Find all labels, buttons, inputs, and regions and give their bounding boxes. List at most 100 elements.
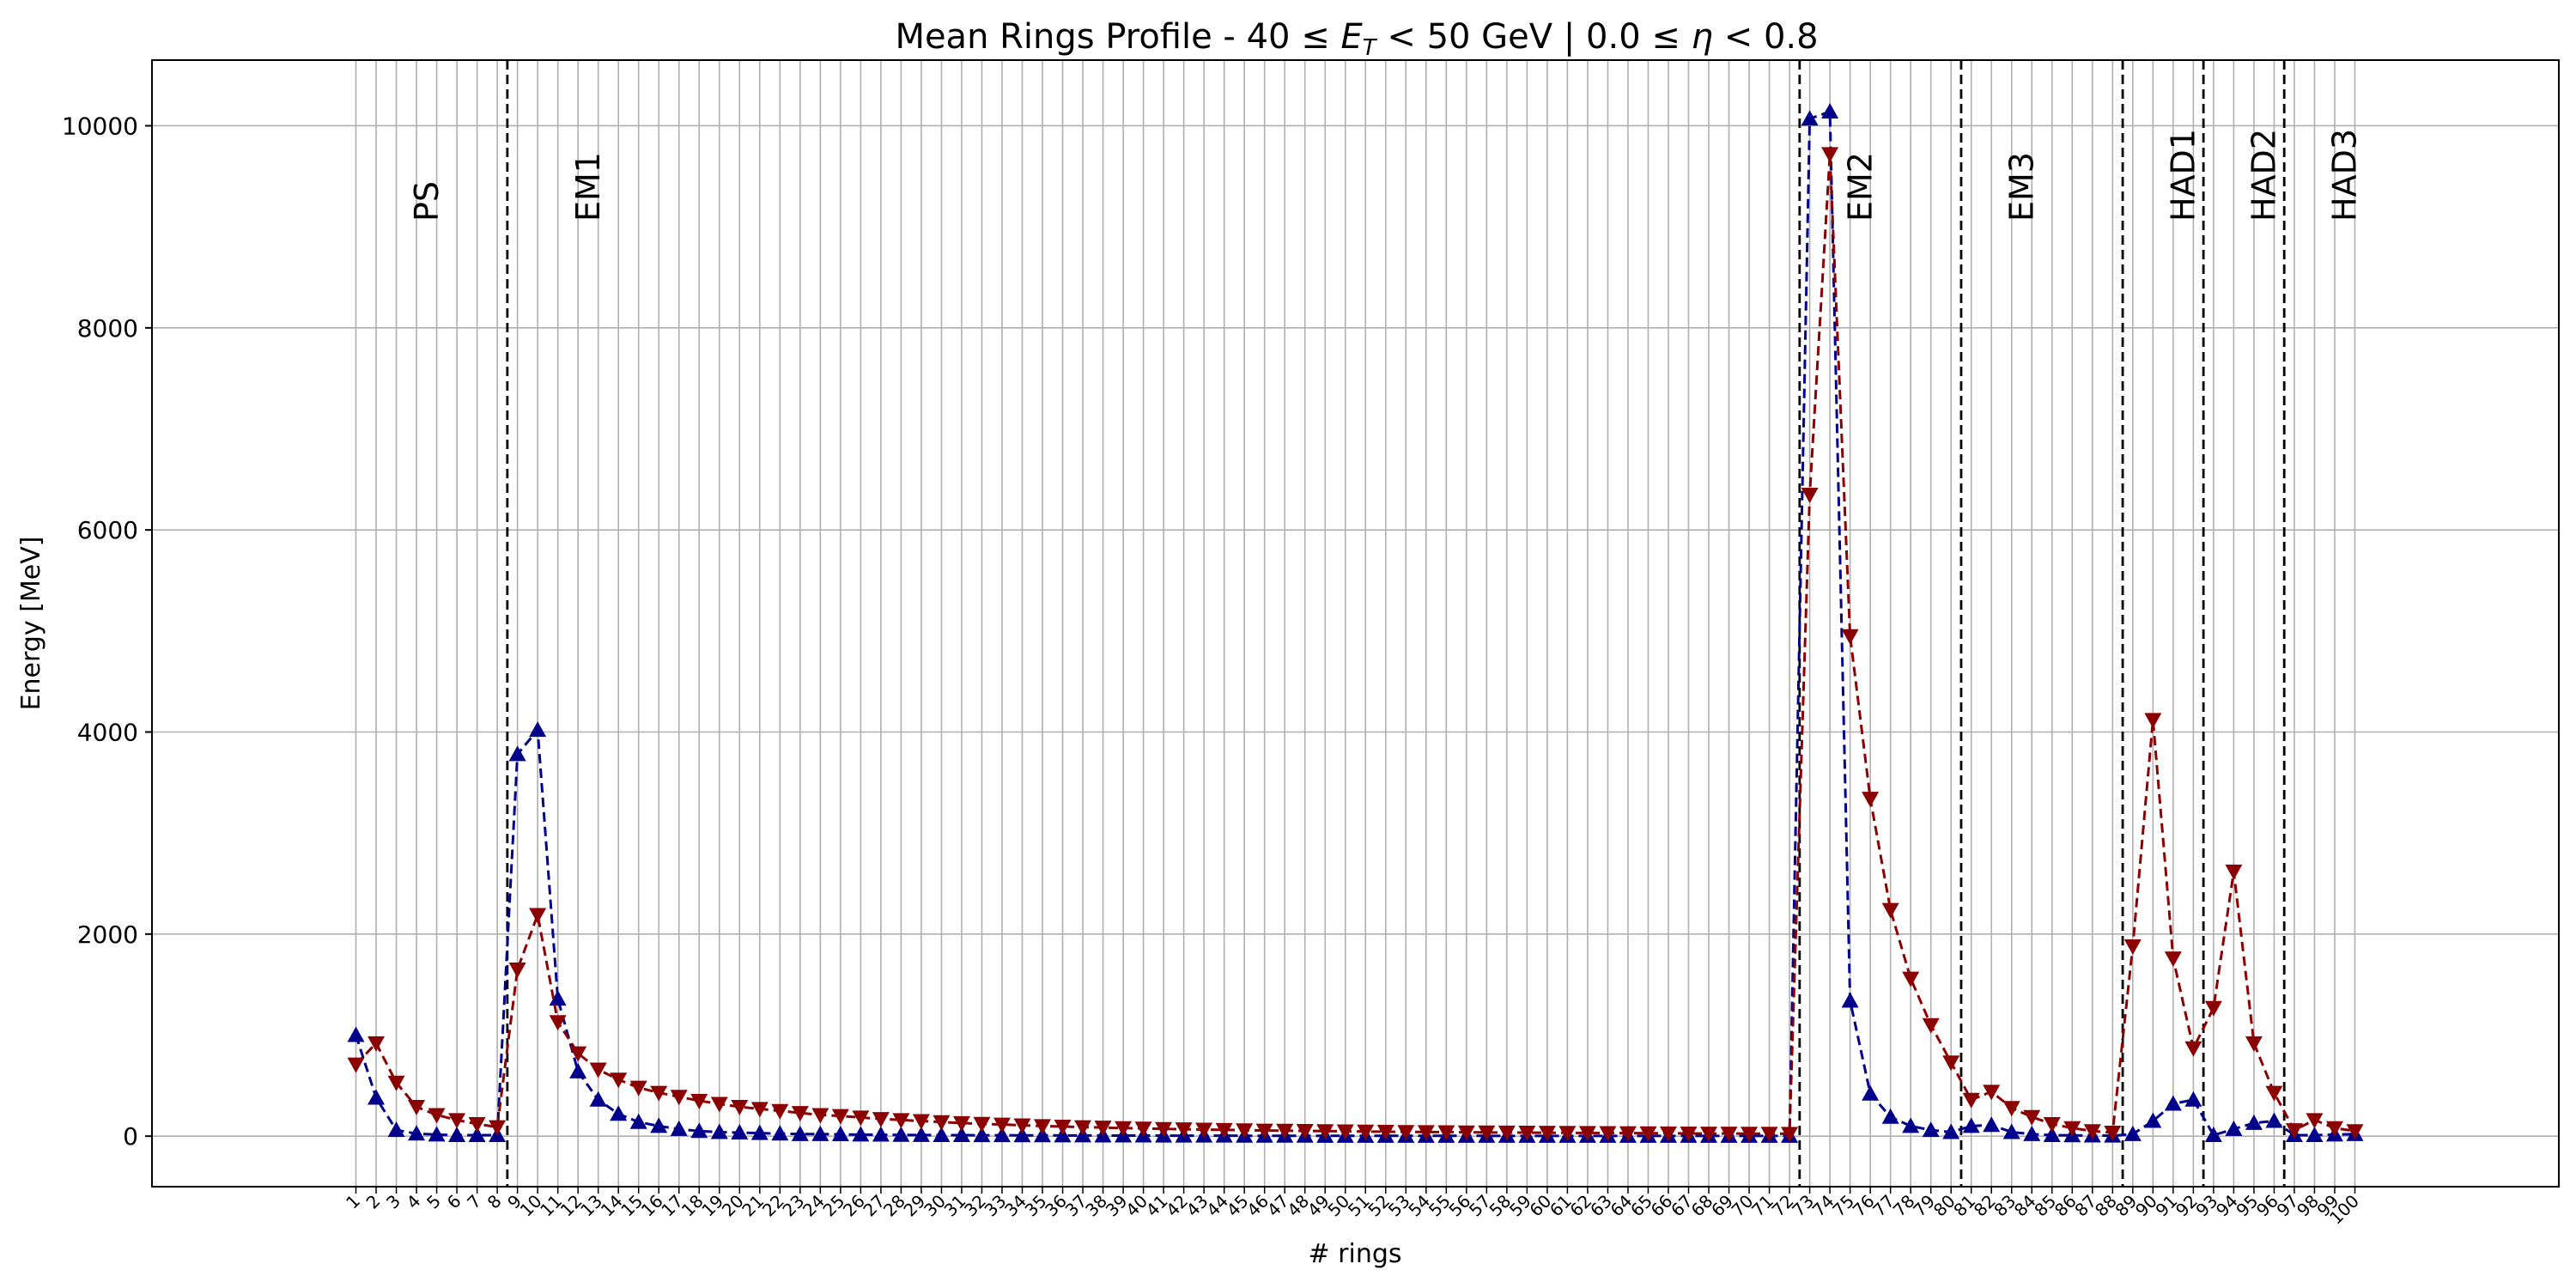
region-label-had2: HAD2 (2245, 129, 2283, 222)
data-point (1619, 1126, 1637, 1142)
data-point (408, 1100, 426, 1116)
data-point (933, 1115, 951, 1131)
data-point (912, 1126, 930, 1142)
data-point (1902, 1117, 1920, 1133)
data-point (2306, 1113, 2324, 1129)
data-point (952, 1115, 970, 1132)
data-point (1942, 1055, 1960, 1072)
data-point (529, 908, 547, 924)
data-point (1881, 1108, 1899, 1124)
region-dividers (506, 60, 2286, 1187)
data-point (1801, 487, 1819, 503)
data-point (2265, 1112, 2283, 1128)
data-point (1680, 1126, 1698, 1142)
data-point (1841, 992, 1859, 1008)
data-point (610, 1105, 628, 1121)
data-point (1276, 1123, 1294, 1139)
data-point (2144, 713, 2162, 729)
data-point (2204, 1000, 2222, 1017)
data-point (831, 1126, 849, 1142)
data-point (2002, 1123, 2020, 1139)
data-point (2164, 1095, 2182, 1111)
data-point (1962, 1092, 1980, 1109)
data-point (1862, 792, 1880, 808)
series-lines (347, 103, 2364, 1143)
data-point (750, 1124, 769, 1140)
data-point (368, 1036, 386, 1052)
data-point (2225, 1120, 2243, 1136)
data-point (1195, 1122, 1213, 1139)
data-point (1902, 971, 1920, 987)
data-point (569, 1046, 587, 1062)
data-point (670, 1120, 688, 1136)
x-tick-label: 3 (382, 1191, 404, 1213)
x-tick-label: 6 (443, 1191, 465, 1213)
data-point (1801, 110, 1819, 126)
data-point (1558, 1126, 1577, 1142)
data-point (2023, 1109, 2041, 1126)
y-tick-label: 6000 (77, 516, 138, 544)
data-point (1074, 1120, 1092, 1136)
data-point (1700, 1127, 1718, 1143)
data-point (1296, 1124, 1314, 1140)
data-point (2346, 1124, 2364, 1140)
grid (152, 60, 2559, 1187)
y-tick-label: 4000 (77, 718, 138, 746)
data-point (933, 1126, 951, 1142)
data-point (589, 1062, 607, 1078)
y-tick-label: 8000 (77, 314, 138, 343)
data-point (1054, 1119, 1072, 1135)
data-point (690, 1122, 708, 1139)
data-point (387, 1075, 405, 1091)
data-point (791, 1125, 809, 1141)
region-label-em3: EM3 (2002, 152, 2040, 222)
data-point (1781, 1127, 1799, 1143)
data-point (731, 1100, 749, 1116)
data-point (771, 1103, 789, 1120)
y-tick-label: 10000 (62, 112, 138, 140)
data-point (629, 1113, 647, 1129)
data-point (468, 1117, 486, 1133)
data-point (1397, 1125, 1415, 1141)
data-point (549, 1015, 567, 1031)
data-point (912, 1114, 930, 1130)
data-point (1821, 103, 1839, 119)
data-point (428, 1108, 446, 1124)
data-point (629, 1080, 647, 1097)
data-point (973, 1127, 991, 1143)
data-point (1034, 1119, 1052, 1135)
data-point (1417, 1125, 1435, 1141)
data-point (610, 1072, 628, 1089)
data-point (408, 1125, 426, 1141)
data-point (892, 1113, 910, 1129)
data-point (872, 1112, 890, 1128)
data-point (508, 963, 526, 979)
data-point (1013, 1118, 1031, 1134)
data-point (1922, 1121, 1940, 1138)
y-axis-ticks: 0 2000 4000 6000 8000 10000 (62, 112, 152, 1151)
data-point (1316, 1124, 1334, 1140)
x-axis-label: # rings (1308, 1239, 1401, 1269)
data-point (1760, 1127, 1778, 1143)
y-axis-label: Energy [MeV] (16, 537, 46, 711)
data-point (529, 721, 547, 738)
data-point (771, 1125, 789, 1141)
x-tick-label: 5 (422, 1191, 445, 1213)
data-point (852, 1126, 870, 1142)
data-point (1376, 1124, 1394, 1140)
data-point (993, 1127, 1011, 1143)
data-point (368, 1089, 386, 1105)
data-point (1236, 1123, 1254, 1139)
data-point (387, 1121, 405, 1138)
data-point (1478, 1125, 1496, 1141)
data-point (1720, 1127, 1738, 1143)
region-label-had3: HAD3 (2326, 129, 2364, 222)
data-point (2184, 1041, 2202, 1057)
data-point (1983, 1084, 2001, 1101)
data-point (1215, 1122, 1233, 1139)
region-label-em1: EM1 (569, 152, 607, 222)
data-point (2285, 1123, 2303, 1139)
data-point (1357, 1124, 1375, 1140)
data-point (993, 1117, 1011, 1133)
